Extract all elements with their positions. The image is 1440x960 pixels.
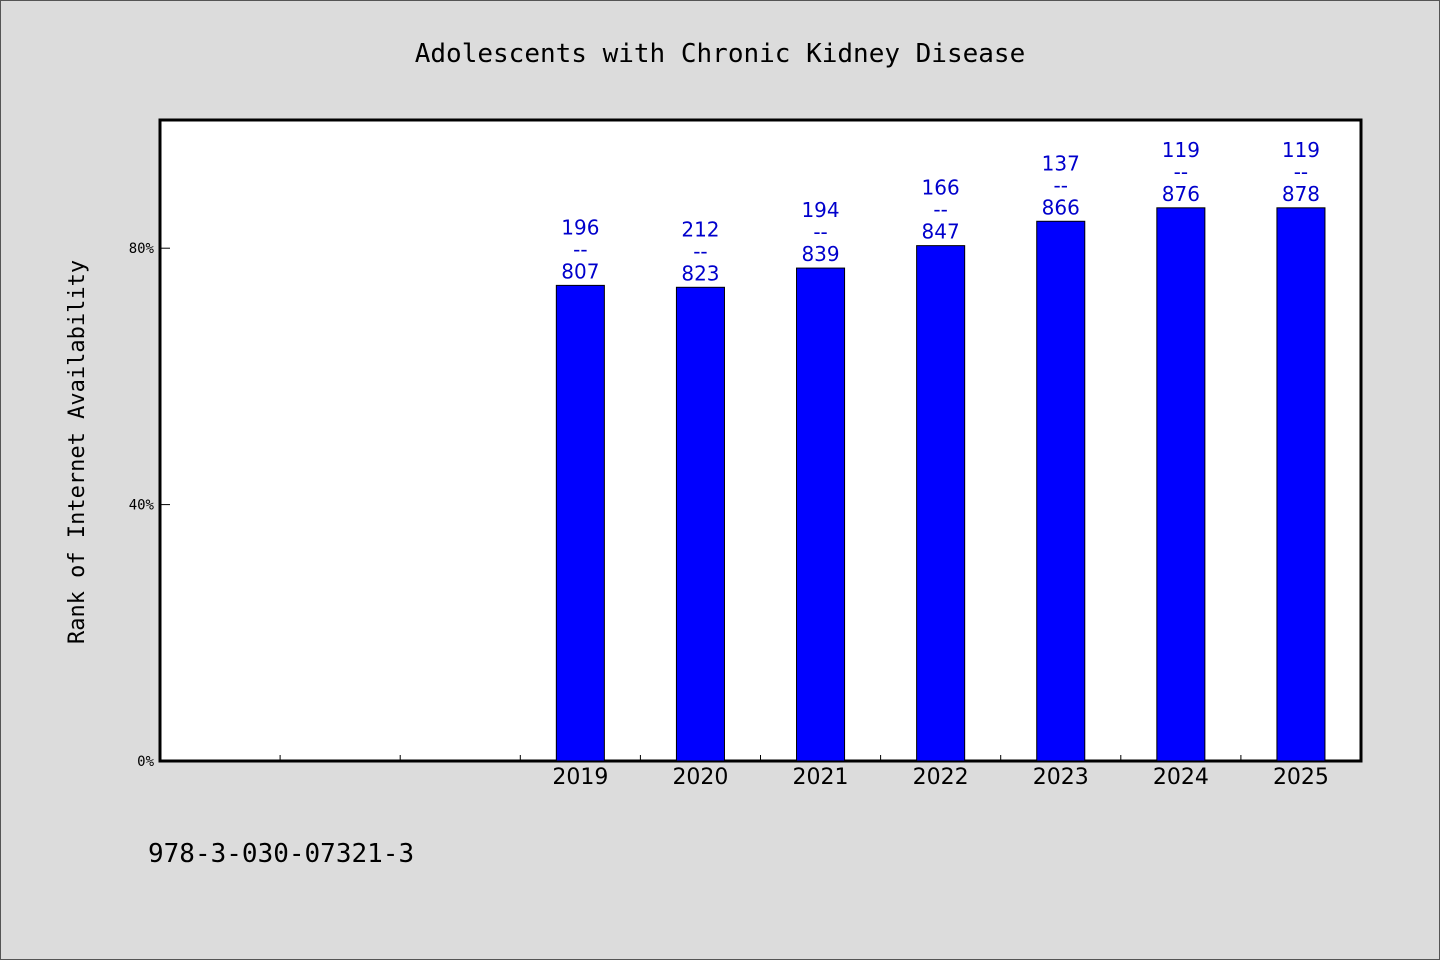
x-tick-label: 2024 bbox=[1153, 765, 1209, 790]
x-tick-label: 2019 bbox=[552, 765, 608, 790]
data-label-sep: -- bbox=[813, 220, 827, 244]
bar-2019 bbox=[555, 284, 605, 762]
data-label-bottom: 878 bbox=[1282, 182, 1320, 206]
y-tick-label: 40% bbox=[129, 498, 155, 514]
data-label-top: 119 bbox=[1162, 138, 1200, 162]
y-tick-label: 0% bbox=[137, 754, 154, 770]
data-label-sep: -- bbox=[1294, 160, 1308, 184]
data-label-sep: -- bbox=[573, 237, 587, 261]
bar-2020 bbox=[675, 286, 725, 762]
data-label-top: 212 bbox=[681, 217, 719, 241]
x-tick-label: 2025 bbox=[1273, 765, 1329, 790]
data-label-sep: -- bbox=[933, 198, 947, 222]
data-label-top: 137 bbox=[1042, 151, 1080, 175]
x-axis-ticks: 2019 2020 2021 2022 2023 2024 2025 bbox=[279, 755, 1329, 790]
data-label-bottom: 866 bbox=[1042, 195, 1080, 219]
y-axis-label: Rank of Internet Availability bbox=[65, 260, 90, 644]
bar-2024 bbox=[1156, 207, 1206, 762]
data-label-bottom: 807 bbox=[561, 259, 599, 283]
data-label-top: 194 bbox=[801, 198, 839, 222]
bar-2023 bbox=[1036, 220, 1086, 762]
data-label-bottom: 823 bbox=[681, 261, 719, 285]
y-tick-label: 80% bbox=[129, 241, 155, 257]
data-label-top: 119 bbox=[1282, 138, 1320, 162]
x-tick-label: 2020 bbox=[672, 765, 728, 790]
bar-2025 bbox=[1276, 207, 1326, 762]
data-label-bottom: 839 bbox=[801, 242, 839, 266]
data-label-bottom: 847 bbox=[922, 220, 960, 244]
bar-2021 bbox=[796, 267, 846, 762]
data-label-sep: -- bbox=[1174, 160, 1188, 184]
bars bbox=[555, 207, 1326, 762]
data-label-top: 196 bbox=[561, 215, 599, 239]
y-axis-ticks: 0% 40% 80% bbox=[129, 241, 170, 770]
data-label-top: 166 bbox=[922, 176, 960, 200]
x-tick-label: 2023 bbox=[1033, 765, 1089, 790]
data-label-sep: -- bbox=[693, 239, 707, 263]
data-labels: 196--807212--823194--839166--847137--866… bbox=[561, 138, 1320, 285]
x-tick-label: 2022 bbox=[913, 765, 969, 790]
data-label-sep: -- bbox=[1054, 173, 1068, 197]
bar-2022 bbox=[916, 245, 966, 762]
data-label-bottom: 876 bbox=[1162, 182, 1200, 206]
isbn-footer: 978-3-030-07321-3 bbox=[148, 839, 414, 869]
x-tick-label: 2021 bbox=[793, 765, 849, 790]
chart-title: Adolescents with Chronic Kidney Disease bbox=[415, 39, 1025, 69]
